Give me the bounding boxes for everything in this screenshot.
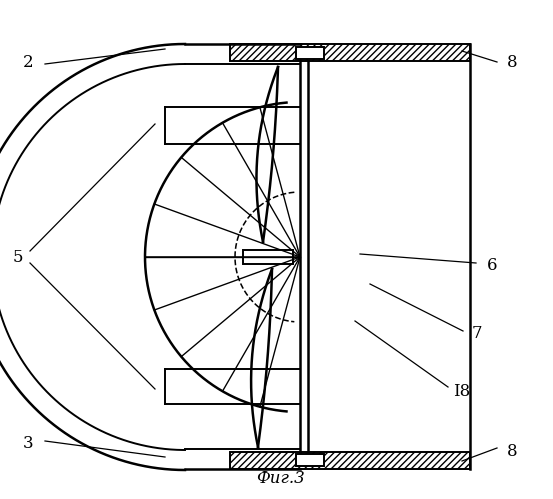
Bar [243,250,293,264]
Text: 8: 8 [507,443,517,460]
Bar [296,47,324,59]
Bar [230,44,470,61]
Text: 7: 7 [472,325,482,342]
Text: 8: 8 [507,53,517,70]
Text: Фиг.3: Фиг.3 [255,470,304,487]
Text: 2: 2 [23,53,33,70]
Text: 5: 5 [13,249,23,265]
Bar [296,454,324,466]
Text: I8: I8 [453,383,471,400]
Bar [230,452,470,469]
Text: 6: 6 [487,257,497,274]
Text: 3: 3 [23,436,33,453]
